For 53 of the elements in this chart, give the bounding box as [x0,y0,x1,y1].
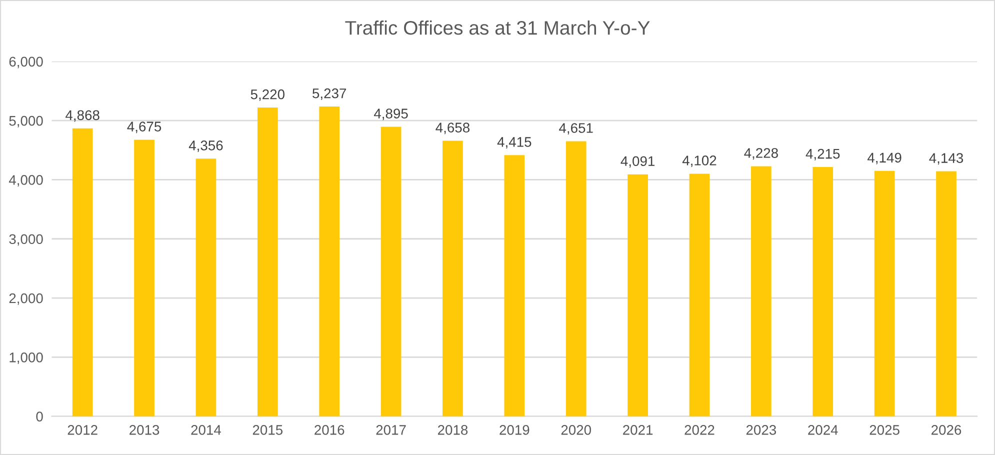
data-label: 4,228 [744,148,778,160]
x-tick-label: 2016 [314,425,344,435]
bar [874,170,895,416]
bar [380,126,402,416]
bar [689,174,710,416]
y-tick-label: 2,000 [9,293,43,305]
x-tick-label: 2026 [931,425,962,435]
bar [628,174,648,416]
y-tick-label: 4,000 [8,175,43,187]
data-label: 4,675 [127,122,162,134]
data-label: 4,102 [682,156,716,168]
x-tick-label: 2014 [191,425,222,435]
y-tick-label: 5,000 [9,116,43,128]
x-tick-label: 2015 [252,425,283,435]
data-label: 4,143 [929,153,964,165]
x-tick-label: 2019 [500,425,530,435]
data-label: 4,651 [559,123,593,135]
x-tick-label: 2020 [561,425,592,435]
data-label: 4,868 [66,110,100,122]
x-tick-label: 2018 [438,425,468,435]
x-tick-label: 2023 [746,425,776,435]
data-label: 4,356 [188,140,223,152]
x-tick-label: 2012 [68,425,98,435]
bar [812,167,834,416]
x-tick-label: 2025 [870,425,900,435]
data-label: 4,415 [497,137,532,149]
bar [72,128,93,416]
x-tick-label: 2022 [684,425,714,435]
bar [134,140,154,416]
y-tick-label: 0 [36,412,43,422]
x-tick-label: 2017 [376,425,406,435]
bar [257,108,278,416]
data-label: 5,220 [250,89,284,101]
x-tick-label: 2021 [623,425,653,435]
x-tick-label: 2013 [130,425,160,435]
y-tick-label: 6,000 [9,56,43,68]
data-label: 4,149 [868,152,902,164]
bar [936,171,956,416]
data-label: 5,237 [312,88,346,100]
bar [750,166,772,416]
data-label: 4,895 [374,108,408,120]
chart-title: Traffic Offices as at 31 March Y-o-Y [345,20,650,35]
y-tick-label: 3,000 [9,234,43,246]
y-tick-label: 1,000 [10,352,43,364]
data-label: 4,091 [620,156,654,168]
data-label: 4,215 [806,148,840,160]
bar [566,141,586,416]
bar [504,155,525,416]
data-label: 4,658 [436,122,470,134]
x-tick-label: 2024 [808,425,838,435]
bar [442,140,463,416]
bar [196,158,216,416]
bar [319,106,340,416]
